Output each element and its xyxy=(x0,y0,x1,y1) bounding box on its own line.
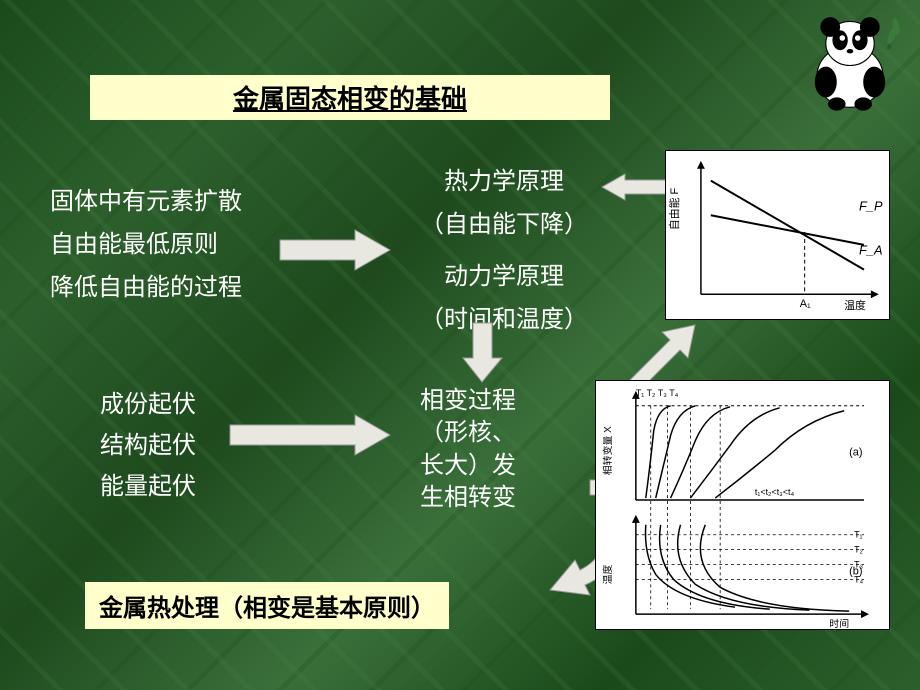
diagram-free-energy: 自由能 F 温度 F_P F_A A₁ xyxy=(665,150,890,320)
svg-text:T₄: T₄ xyxy=(854,574,863,584)
text-line: 热力学原理 xyxy=(420,160,588,203)
svg-text:相转变量 X: 相转变量 X xyxy=(601,426,614,475)
text-block-transformation: 相变过程 （形核、 长大）发 生相转变 xyxy=(420,385,516,515)
svg-text:t₁<t₂<t₃<t₄: t₁<t₂<t₃<t₄ xyxy=(755,487,795,497)
panda-icon xyxy=(795,5,905,115)
svg-text:自由能 F: 自由能 F xyxy=(667,187,681,230)
text-line: 固体中有元素扩散 xyxy=(50,180,242,223)
svg-text:温度: 温度 xyxy=(844,298,866,312)
text-line: （自由能下降） xyxy=(420,203,588,246)
text-block-diffusion: 固体中有元素扩散 自由能最低原则 降低自由能的过程 xyxy=(50,180,242,310)
diagram-ttt-curves: 相转变量 X T₁ T₂ T₃ T₄ (a) t₁<t₂<t₃<t₄ 温度 时间… xyxy=(595,380,890,630)
text-line: 长大）发 xyxy=(420,450,516,482)
text-line: （形核、 xyxy=(420,417,516,449)
text-block-thermodynamics: 热力学原理 （自由能下降） xyxy=(420,160,588,246)
text-line: 相变过程 xyxy=(420,385,516,417)
bottom-text: 金属热处理（相变是基本原则） xyxy=(99,595,435,622)
svg-text:时间: 时间 xyxy=(829,617,849,629)
text-line: 成份起伏 xyxy=(100,385,196,426)
svg-text:T₃: T₃ xyxy=(854,559,863,569)
text-line: 生相转变 xyxy=(420,482,516,514)
svg-text:F_P: F_P xyxy=(859,198,883,213)
text-line: 能量起伏 xyxy=(100,467,196,508)
svg-text:A₁: A₁ xyxy=(800,298,811,310)
text-line: 结构起伏 xyxy=(100,426,196,467)
text-line: 自由能最低原则 xyxy=(50,223,242,266)
text-line: 降低自由能的过程 xyxy=(50,266,242,309)
slide-title: 金属固态相变的基础 xyxy=(90,75,610,120)
svg-text:T₁: T₁ xyxy=(854,530,862,540)
title-text: 金属固态相变的基础 xyxy=(233,79,467,116)
svg-text:T₁ T₂ T₃ T₄: T₁ T₂ T₃ T₄ xyxy=(636,388,679,398)
arrow-right-1 xyxy=(275,225,395,275)
svg-text:F_A: F_A xyxy=(859,243,883,258)
svg-text:(a): (a) xyxy=(849,446,862,458)
svg-text:T₂: T₂ xyxy=(854,545,863,555)
svg-text:温度: 温度 xyxy=(601,564,614,584)
bottom-conclusion: 金属热处理（相变是基本原则） xyxy=(85,582,449,629)
arrow-right-2 xyxy=(225,410,395,460)
arrow-down-1 xyxy=(460,320,505,385)
arrow-left-1 xyxy=(600,172,675,202)
text-line: 动力学原理 xyxy=(420,255,588,298)
text-block-fluctuations: 成份起伏 结构起伏 能量起伏 xyxy=(100,385,196,507)
